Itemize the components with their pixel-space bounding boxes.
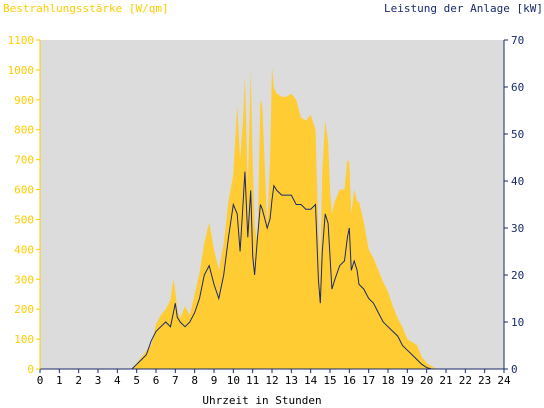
x-tick-label: 23 (478, 374, 491, 387)
x-tick-label: 17 (362, 374, 375, 387)
x-tick-label: 12 (265, 374, 278, 387)
left-y-tick-label: 1000 (8, 64, 35, 77)
x-tick-label: 11 (246, 374, 259, 387)
left-axis-label: Bestrahlungsstärke [W/qm] (3, 2, 169, 15)
right-axis-label: Leistung der Anlage [kW] (384, 2, 543, 15)
x-tick-label: 19 (401, 374, 414, 387)
left-y-tick-label: 600 (14, 184, 34, 197)
right-y-tick-label: 60 (511, 81, 524, 94)
x-tick-label: 24 (497, 374, 511, 387)
power-line (40, 171, 504, 370)
left-y-tick-label: 200 (14, 303, 34, 316)
x-ticks: 0 1 2 3 4 5 6 7 8 9 10 11 12 13 14 15 16 17 18 19 20 21 22 23 24 (37, 369, 511, 387)
x-tick-label: 16 (343, 374, 356, 387)
left-y-tick-label: 800 (14, 124, 34, 137)
x-tick-label: 15 (323, 374, 336, 387)
left-y-tick-label: 700 (14, 154, 34, 167)
x-tick-label: 4 (114, 374, 121, 387)
left-y-tick-label: 400 (14, 243, 34, 256)
right-y-ticks: 0 10 20 30 40 50 60 70 (504, 34, 524, 376)
x-tick-label: 10 (227, 374, 240, 387)
x-tick-label: 1 (56, 374, 63, 387)
x-tick-label: 9 (211, 374, 218, 387)
left-y-tick-label: 100 (14, 333, 34, 346)
left-y-tick-label: 1100 (8, 34, 35, 47)
x-tick-label: 18 (381, 374, 394, 387)
right-y-tick-label: 10 (511, 316, 524, 329)
x-tick-label: 5 (133, 374, 140, 387)
x-tick-label: 14 (304, 374, 318, 387)
x-tick-label: 2 (75, 374, 82, 387)
x-tick-label: 7 (172, 374, 179, 387)
x-axis-label: Uhrzeit in Stunden (202, 394, 321, 407)
left-y-ticks: 0 100 200 300 400 500 600 700 800 900 1000 1100 (8, 34, 40, 376)
right-y-tick-label: 40 (511, 175, 524, 188)
right-y-tick-label: 0 (511, 363, 518, 376)
right-y-tick-label: 20 (511, 269, 524, 282)
x-tick-label: 6 (153, 374, 160, 387)
left-y-tick-label: 500 (14, 213, 34, 226)
right-y-tick-label: 30 (511, 222, 524, 235)
x-tick-label: 20 (420, 374, 433, 387)
left-y-tick-label: 900 (14, 94, 34, 107)
right-y-tick-label: 70 (511, 34, 524, 47)
x-tick-label: 13 (285, 374, 298, 387)
right-y-tick-label: 50 (511, 128, 524, 141)
x-tick-label: 3 (95, 374, 102, 387)
irradiance-area (40, 66, 504, 370)
x-tick-label: 8 (191, 374, 198, 387)
x-tick-label: 21 (439, 374, 452, 387)
left-y-tick-label: 300 (14, 273, 34, 286)
left-y-tick-label: 0 (27, 363, 34, 376)
x-tick-label: 22 (459, 374, 472, 387)
x-tick-label: 0 (37, 374, 44, 387)
